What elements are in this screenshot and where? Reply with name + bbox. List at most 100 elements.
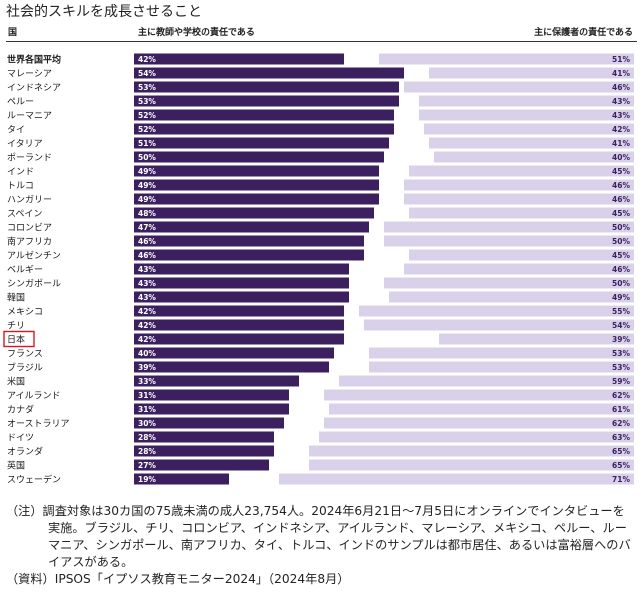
teacher-bar xyxy=(134,235,364,247)
parent-bar xyxy=(419,109,634,121)
category-label: ドイツ xyxy=(7,433,34,443)
teacher-bar xyxy=(134,361,329,373)
teacher-value-label: 52% xyxy=(138,125,156,134)
column-header-country: 国 xyxy=(8,28,18,38)
parent-value-label: 45% xyxy=(612,209,630,218)
teacher-value-label: 47% xyxy=(138,223,156,232)
parent-value-label: 50% xyxy=(612,223,630,232)
parent-value-label: 46% xyxy=(612,265,630,274)
parent-value-label: 62% xyxy=(612,391,630,400)
category-label: 韓国 xyxy=(7,292,25,303)
parent-bar xyxy=(279,473,634,485)
category-label: ハンガリー xyxy=(7,194,52,205)
category-label: トルコ xyxy=(7,181,34,191)
teacher-bar xyxy=(134,179,379,191)
category-label: ペルー xyxy=(7,97,34,107)
parent-bar xyxy=(434,151,634,163)
teacher-bar xyxy=(134,137,389,149)
category-label: ルーマニア xyxy=(7,111,52,121)
parent-bar xyxy=(424,123,634,135)
teacher-value-label: 52% xyxy=(138,111,156,120)
teacher-bar xyxy=(134,221,369,233)
teacher-value-label: 43% xyxy=(138,279,156,288)
teacher-bar xyxy=(134,389,289,401)
teacher-bar xyxy=(134,431,274,443)
parent-value-label: 39% xyxy=(612,335,630,344)
parent-bar xyxy=(409,165,634,177)
teacher-value-label: 49% xyxy=(138,195,156,204)
teacher-value-label: 19% xyxy=(138,475,156,484)
category-label: スウェーデン xyxy=(7,473,61,485)
teacher-bar xyxy=(134,53,344,65)
teacher-value-label: 43% xyxy=(138,293,156,302)
parent-bar xyxy=(369,347,634,359)
teacher-value-label: 51% xyxy=(138,139,156,148)
category-label: 日本 xyxy=(7,333,25,345)
teacher-bar xyxy=(134,67,404,79)
chart-title: 社会的スキルを成長させること xyxy=(6,4,202,20)
footnote-block: （注）調査対象は30カ国の75歳未満の成人23,754人。2024年6月21日〜… xyxy=(6,503,634,588)
parent-value-label: 65% xyxy=(612,447,630,456)
parent-value-label: 43% xyxy=(612,111,630,120)
parent-value-label: 53% xyxy=(612,363,630,372)
category-label: オランダ xyxy=(7,445,43,457)
teacher-value-label: 31% xyxy=(138,391,156,400)
teacher-value-label: 49% xyxy=(138,181,156,190)
teacher-value-label: 53% xyxy=(138,97,156,106)
teacher-bar xyxy=(134,123,394,135)
teacher-bar xyxy=(134,151,384,163)
teacher-bar xyxy=(134,417,284,429)
teacher-bar xyxy=(134,403,289,415)
teacher-value-label: 48% xyxy=(138,209,156,218)
teacher-bar xyxy=(134,375,299,387)
teacher-bar xyxy=(134,473,229,485)
teacher-value-label: 28% xyxy=(138,447,156,456)
category-label: シンガポール xyxy=(7,278,61,289)
teacher-value-label: 42% xyxy=(138,55,156,64)
teacher-value-label: 46% xyxy=(138,251,156,260)
parent-value-label: 71% xyxy=(612,475,630,484)
parent-value-label: 43% xyxy=(612,97,630,106)
parent-bar xyxy=(324,389,634,401)
teacher-bar xyxy=(134,333,344,345)
parent-value-label: 59% xyxy=(612,377,630,386)
category-label: オーストラリア xyxy=(7,418,70,429)
category-label: 南アフリカ xyxy=(7,235,52,247)
teacher-bar xyxy=(134,193,379,205)
parent-bar xyxy=(404,263,634,275)
category-label: アルゼンチン xyxy=(7,249,61,261)
parent-bar xyxy=(369,361,634,373)
teacher-value-label: 28% xyxy=(138,433,156,442)
footnote-note: （注）調査対象は30カ国の75歳未満の成人23,754人。2024年6月21日〜… xyxy=(6,504,631,569)
parent-value-label: 50% xyxy=(612,279,630,288)
category-label: ベルギー xyxy=(7,264,43,275)
highlight-box xyxy=(3,330,35,348)
parent-bar xyxy=(329,403,634,415)
teacher-bar xyxy=(134,109,394,121)
teacher-value-label: 50% xyxy=(138,153,156,162)
parent-value-label: 40% xyxy=(612,153,630,162)
parent-bar xyxy=(319,431,634,443)
teacher-bar xyxy=(134,249,364,261)
parent-bar xyxy=(309,445,634,457)
parent-bar xyxy=(409,249,634,261)
parent-value-label: 54% xyxy=(612,321,630,330)
parent-value-label: 51% xyxy=(612,55,630,64)
category-label: マレーシア xyxy=(7,69,52,79)
teacher-value-label: 27% xyxy=(138,461,156,470)
category-label: タイ xyxy=(7,124,25,135)
parent-bar xyxy=(419,95,634,107)
teacher-bar xyxy=(134,263,349,275)
teacher-bar xyxy=(134,319,344,331)
category-label: インド xyxy=(7,167,34,177)
footnote-source: （資料）IPSOS「イプソス教育モニター2024」（2024年8月） xyxy=(6,572,350,586)
teacher-value-label: 30% xyxy=(138,419,156,428)
parent-value-label: 46% xyxy=(612,195,630,204)
category-label: アイルランド xyxy=(7,390,61,401)
teacher-value-label: 39% xyxy=(138,363,156,372)
parent-value-label: 49% xyxy=(612,293,630,302)
parent-bar xyxy=(404,179,634,191)
teacher-value-label: 54% xyxy=(138,69,156,78)
teacher-bar xyxy=(134,277,349,289)
category-label: フランス xyxy=(7,348,43,359)
